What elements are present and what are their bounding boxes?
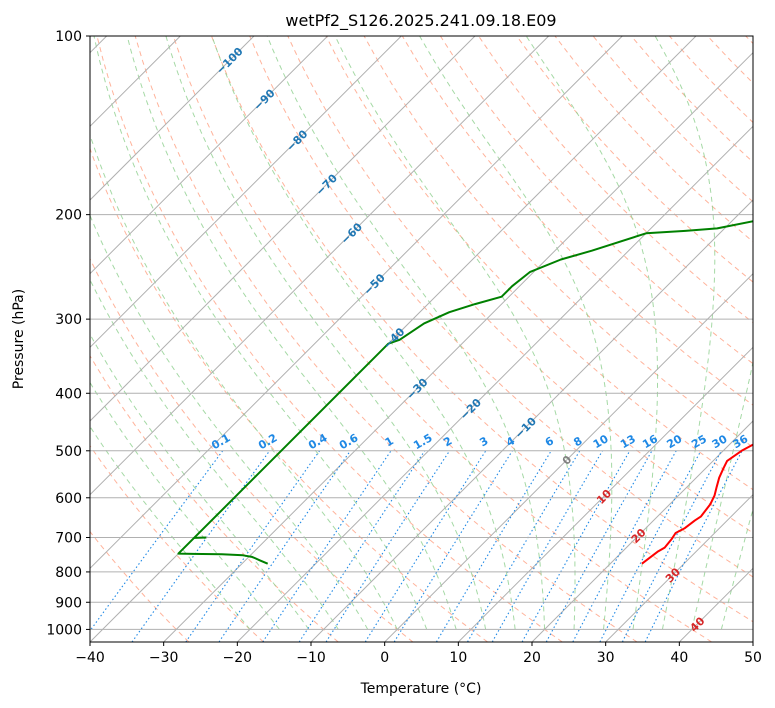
y-tick-label: 800 [55, 565, 82, 581]
y-tick-label: 700 [55, 531, 82, 547]
y-tick-label: 900 [55, 595, 82, 611]
mixing-ratio-line [90, 450, 224, 632]
mixing-ratio-line [545, 450, 653, 642]
chart-title: wetPf2_S126.2025.241.09.18.E09 [285, 11, 556, 31]
x-tick-label: 20 [523, 650, 541, 666]
dry-adiabat-line [249, 36, 753, 578]
mixing-ratio-line [131, 450, 271, 642]
isotherm-line [310, 199, 753, 642]
x-axis-label: Temperature (°C) [360, 681, 482, 697]
y-tick-label: 300 [55, 312, 82, 328]
mixing-ratio-line [572, 450, 677, 642]
dry-adiabat-line [211, 36, 753, 623]
x-axis-ticks: −40 −30 −20 −10 0 10 20 30 40 50 [75, 642, 762, 666]
mixing-ratio-line [435, 450, 552, 642]
moist-adiabat-line [334, 36, 576, 630]
x-tick-label: 10 [449, 650, 467, 666]
dry-adiabat-line [96, 36, 563, 642]
mixing-ratio-line [262, 450, 392, 642]
x-tick-label: −30 [149, 650, 179, 666]
moist-adiabat-line [654, 36, 716, 630]
mixing-ratio-line [644, 450, 743, 642]
dry-adiabat-line [516, 36, 753, 283]
isotherm-line [90, 36, 550, 496]
plot-frame [89, 35, 754, 643]
dry-adiabat-line [90, 147, 488, 642]
isotherm-line [457, 346, 753, 642]
moist-adiabat-line [419, 36, 613, 630]
isotherm-line [163, 51, 753, 642]
dry-adiabat-line [134, 36, 638, 642]
moist-adiabat-line [90, 381, 280, 630]
mixing-ratio-line [325, 450, 451, 642]
skew-grid [90, 36, 753, 642]
moist-adiabat-line [211, 36, 516, 630]
profile-series [177, 220, 753, 565]
x-tick-label: −10 [296, 650, 326, 666]
dry-adiabat-line [401, 36, 753, 406]
dewpoint-line [177, 220, 753, 565]
dry-adiabat-line [90, 354, 339, 642]
dry-adiabat-line [90, 444, 264, 642]
dry-adiabat-line [439, 36, 753, 365]
isotherm-line [605, 493, 753, 642]
moist-adiabat-line [90, 133, 398, 630]
y-tick-label: 100 [55, 29, 82, 45]
x-tick-label: 30 [597, 650, 615, 666]
isotherm-line [531, 420, 753, 642]
moist-adiabat-line [126, 36, 457, 630]
moist-adiabat-line [93, 36, 428, 630]
x-tick-label: 40 [670, 650, 688, 666]
isotherm-line [90, 36, 329, 275]
temperature-line [641, 443, 753, 565]
moist-adiabat-line [525, 36, 659, 630]
x-tick-label: −40 [75, 650, 105, 666]
x-tick-label: 50 [744, 650, 762, 666]
mixing-ratio-line [364, 450, 487, 642]
moist-adiabat-line [90, 214, 369, 630]
isotherm-line [90, 36, 402, 349]
mixing-ratio-line [599, 450, 702, 642]
moist-adiabat-line [90, 425, 251, 630]
y-axis-ticks: 100 200 300 400 500 600 700 800 900 1000 [46, 29, 90, 638]
mixing-ratio-line [521, 450, 631, 642]
y-tick-label: 1000 [46, 622, 82, 638]
moist-adiabat-line [266, 36, 546, 630]
y-tick-label: 400 [55, 386, 82, 402]
x-tick-label: −20 [223, 650, 253, 666]
mixing-ratio-line [218, 450, 351, 642]
dry-adiabat-line [90, 530, 190, 642]
moist-adiabat-line [165, 36, 487, 630]
y-tick-label: 500 [55, 444, 82, 460]
isotherm-line [90, 36, 476, 422]
x-tick-label: 0 [380, 650, 389, 666]
isotherm-line [236, 125, 753, 642]
y-axis-label: Pressure (hPa) [11, 289, 27, 389]
dry-adiabat-line [172, 36, 712, 642]
y-tick-label: 200 [55, 208, 82, 224]
isotherm-line [90, 36, 255, 201]
y-tick-label: 600 [55, 491, 82, 507]
isobar-grid [90, 35, 753, 630]
mixing-ratio-line [298, 450, 426, 642]
mixing-ratio-line [185, 450, 321, 642]
isotherm-line [384, 272, 753, 642]
isotherm-line [90, 36, 623, 570]
